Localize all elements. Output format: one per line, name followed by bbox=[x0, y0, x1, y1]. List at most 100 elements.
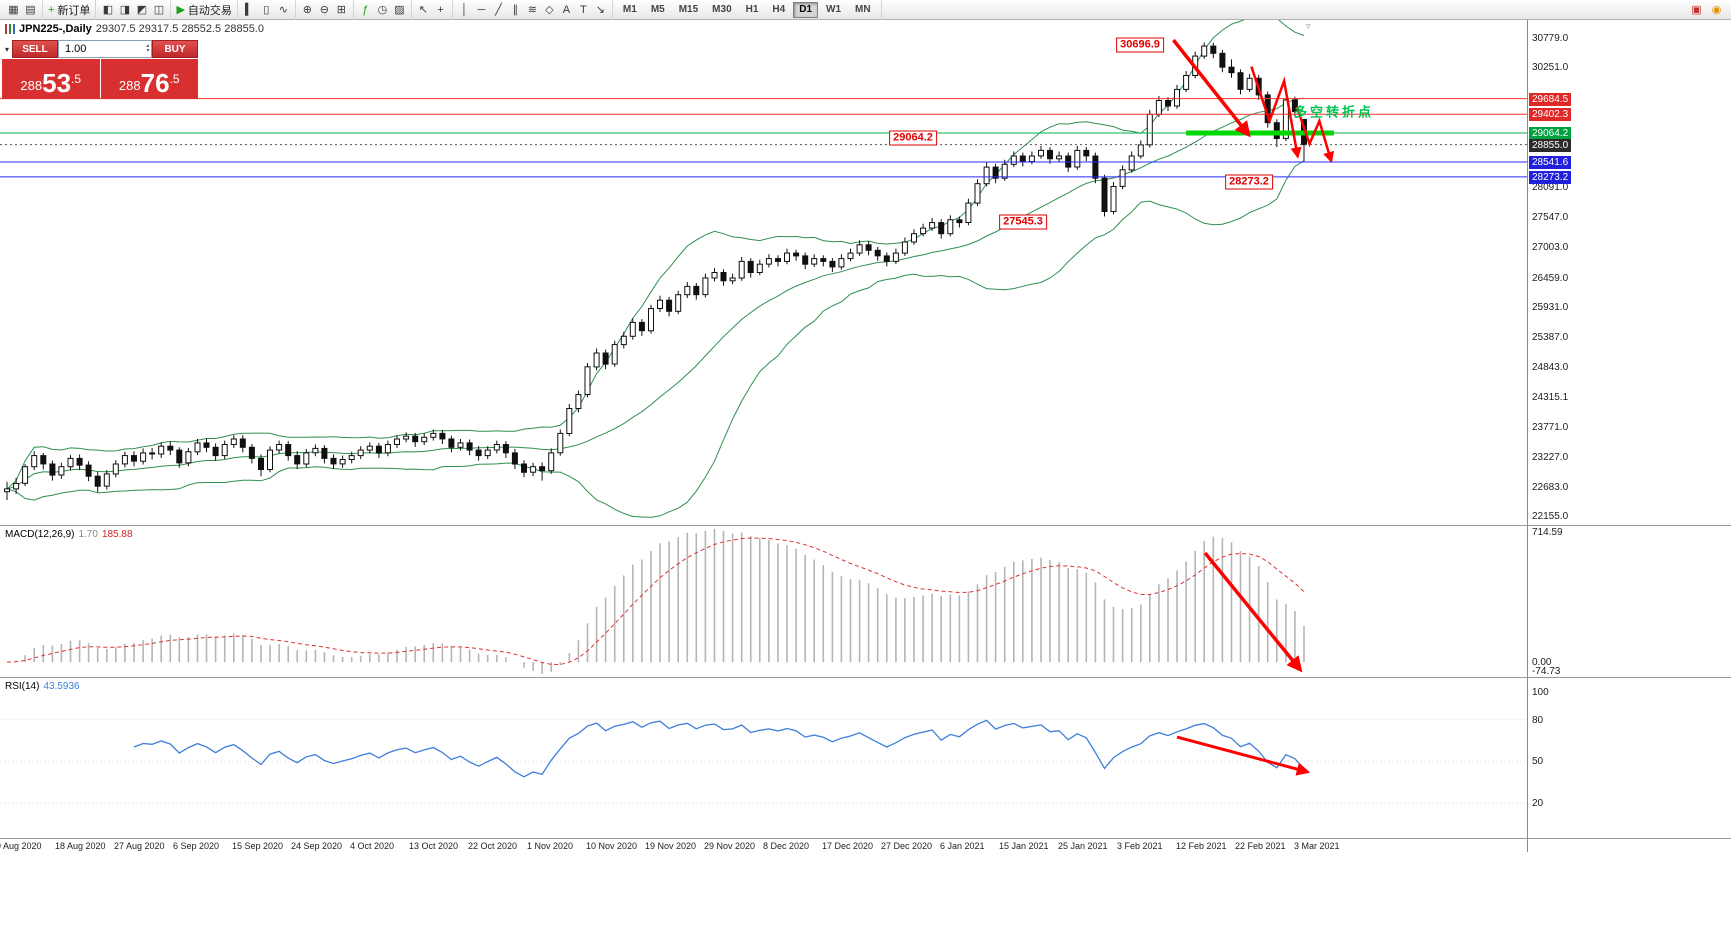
label-icon[interactable]: T bbox=[580, 3, 587, 16]
price-axis-label: 26459.0 bbox=[1532, 273, 1569, 284]
rsi-panel-chart[interactable] bbox=[0, 678, 1527, 838]
rsi-line bbox=[133, 719, 1305, 778]
new-order-button[interactable]: + 新订单 bbox=[46, 2, 92, 18]
panel-separator[interactable] bbox=[0, 525, 1731, 526]
navigator-icon[interactable]: ◩ bbox=[136, 4, 148, 16]
date-axis-label: 3 Feb 2021 bbox=[1117, 841, 1163, 851]
chart-shift-marker[interactable]: ▿ bbox=[1306, 21, 1311, 31]
arrow-tool-icon[interactable]: ↘ bbox=[595, 4, 606, 16]
trend-arrows[interactable] bbox=[1172, 38, 1335, 164]
candlestick-chart-icon[interactable]: ▯ bbox=[263, 4, 270, 16]
toolbar-group: ▍ ▯ ∿ bbox=[238, 0, 296, 20]
shapes-icon[interactable]: ◇ bbox=[545, 4, 554, 16]
timeframe-mn-button[interactable]: MN bbox=[855, 3, 871, 15]
price-level-tag: 29402.3 bbox=[1529, 108, 1572, 121]
macd-signal-line bbox=[6, 537, 1305, 666]
date-axis-label: 1 Nov 2020 bbox=[527, 841, 574, 851]
timeframe-d1-button[interactable]: D1 bbox=[793, 1, 819, 18]
sell-button[interactable]: SELL bbox=[12, 40, 58, 58]
metaeditor-icon[interactable]: ▣ bbox=[1691, 4, 1702, 16]
indicators-icon[interactable]: ƒ bbox=[362, 3, 369, 16]
cursor-icon[interactable]: ↖ bbox=[418, 4, 429, 16]
date-axis-label: 6 Sep 2020 bbox=[173, 841, 220, 851]
buy-price[interactable]: 288 76.5 bbox=[100, 59, 198, 99]
price-level-tag: 29684.5 bbox=[1529, 93, 1572, 106]
volume-value: 1.00 bbox=[65, 43, 87, 55]
timeframe-m5-button[interactable]: M5 bbox=[650, 3, 665, 15]
volume-down-icon[interactable]: ▾ bbox=[145, 48, 149, 54]
timeframe-m30-button[interactable]: M30 bbox=[712, 3, 732, 15]
rsi-axis-label: 50 bbox=[1532, 756, 1544, 767]
crosshair-icon[interactable]: + bbox=[437, 3, 444, 16]
toolbar-group: ⊕ ⊖ ⊞ bbox=[296, 0, 354, 20]
market-watch-icon[interactable]: ◧ bbox=[102, 4, 114, 16]
sell-price[interactable]: 288 53.5 bbox=[2, 59, 100, 99]
vertical-line-icon[interactable]: │ bbox=[460, 3, 468, 16]
date-axis-label: 22 Oct 2020 bbox=[468, 841, 518, 851]
timeframe-group: M1 M5 M15 M30 H1 H4 D1 W1 MN bbox=[613, 0, 882, 20]
text-icon[interactable]: A bbox=[562, 3, 571, 16]
price-axis-label: 30251.0 bbox=[1532, 62, 1569, 73]
trendline-icon[interactable]: ╱ bbox=[495, 4, 502, 16]
panel-separator[interactable] bbox=[0, 838, 1731, 839]
collapse-panel-icon[interactable]: ▾ bbox=[4, 44, 9, 54]
community-icon[interactable]: ◉ bbox=[1711, 4, 1722, 16]
main-toolbar: ▦ ▤ + 新订单 ◧ ◨ ◩ ◫ ▶ 自动交易 ▍ ▯ ∿ ⊕ ⊖ ⊞ ƒ ◷ ▨ ↖ + │ ─ ╱ ∥ ≋ ◇ A T ↘ M1 M5 M… bbox=[0, 0, 1731, 20]
channel-icon[interactable]: ∥ bbox=[512, 4, 519, 16]
price-axis-label: 25931.0 bbox=[1532, 302, 1569, 313]
buy-button[interactable]: BUY bbox=[152, 40, 198, 58]
fibonacci-icon[interactable]: ≋ bbox=[527, 4, 538, 16]
volume-input[interactable]: 1.00 ▴ ▾ bbox=[58, 40, 152, 58]
line-chart-icon[interactable]: ∿ bbox=[278, 4, 289, 16]
price-axis-label: 23771.0 bbox=[1532, 422, 1569, 433]
date-axis-label: 4 Oct 2020 bbox=[350, 841, 395, 851]
zoom-in-icon[interactable]: ⊕ bbox=[302, 4, 313, 16]
volume-up-icon[interactable]: ▴ bbox=[145, 43, 149, 49]
date-axis-label: 24 Sep 2020 bbox=[291, 841, 343, 851]
price-axis-label: 27547.0 bbox=[1532, 212, 1569, 223]
macd-arrow[interactable] bbox=[1203, 551, 1303, 673]
price-axis-label: 27003.0 bbox=[1532, 242, 1569, 253]
price-level-tag: 28541.6 bbox=[1529, 156, 1572, 169]
price-axis-label: 22155.0 bbox=[1532, 511, 1569, 522]
toolbar-group: ▦ ▤ bbox=[2, 0, 43, 20]
chart-profiles-icon[interactable]: ▤ bbox=[25, 4, 36, 16]
price-level-tag: 28273.2 bbox=[1529, 171, 1572, 184]
price-axis-label: 24843.0 bbox=[1532, 362, 1569, 373]
panel-separator[interactable] bbox=[0, 677, 1731, 678]
one-click-trading-panel: ▾ SELL 1.00 ▴ ▾ BUY 288 53.5 288 76.5 bbox=[2, 40, 198, 99]
timeframe-w1-button[interactable]: W1 bbox=[826, 3, 842, 15]
date-axis-label: 15 Jan 2021 bbox=[999, 841, 1049, 851]
data-window-icon[interactable]: ◨ bbox=[119, 4, 131, 16]
tile-windows-icon[interactable]: ⊞ bbox=[336, 4, 347, 16]
terminal-icon[interactable]: ◫ bbox=[153, 4, 165, 16]
date-axis-label: 12 Feb 2021 bbox=[1176, 841, 1227, 851]
macd-axis-label: 714.59 bbox=[1532, 527, 1563, 538]
price-axis: 30779.0 30251.0 28091.0 27547.0 27003.0 26459… bbox=[1528, 0, 1731, 938]
timeframe-m1-button[interactable]: M1 bbox=[622, 3, 637, 15]
autotrade-button[interactable]: ▶ 自动交易 bbox=[174, 2, 233, 18]
chart-tab-icon bbox=[5, 24, 15, 34]
macd-axis-label: 0.00 bbox=[1532, 657, 1552, 668]
plus-icon: + bbox=[48, 3, 55, 16]
timeframe-h4-button[interactable]: H4 bbox=[772, 3, 786, 15]
rsi-arrow[interactable] bbox=[1176, 735, 1311, 776]
toolbar-group: ƒ ◷ ▨ bbox=[354, 0, 412, 20]
new-chart-icon[interactable]: ▦ bbox=[8, 4, 19, 16]
date-axis-label: 15 Sep 2020 bbox=[232, 841, 284, 851]
bar-chart-icon[interactable]: ▍ bbox=[245, 4, 254, 16]
timeframe-h1-button[interactable]: H1 bbox=[745, 3, 759, 15]
toolbar-group: + 新订单 bbox=[43, 0, 97, 20]
date-axis-label: 3 Mar 2021 bbox=[1294, 841, 1340, 851]
zoom-out-icon[interactable]: ⊖ bbox=[319, 4, 330, 16]
periods-icon[interactable]: ◷ bbox=[377, 4, 388, 16]
one-click-order-row: ▾ SELL 1.00 ▴ ▾ BUY bbox=[2, 40, 198, 58]
price-chart[interactable] bbox=[0, 20, 1527, 525]
timeframe-m15-button[interactable]: M15 bbox=[678, 3, 699, 15]
horizontal-line-icon[interactable]: ─ bbox=[477, 3, 486, 16]
macd-panel-chart[interactable] bbox=[0, 526, 1527, 677]
templates-icon[interactable]: ▨ bbox=[394, 4, 405, 16]
toolbar-right-group: ▣ ◉ bbox=[1685, 0, 1729, 20]
rsi-axis-label: 100 bbox=[1532, 687, 1549, 698]
macd-value-main: 1.70 bbox=[78, 529, 98, 540]
